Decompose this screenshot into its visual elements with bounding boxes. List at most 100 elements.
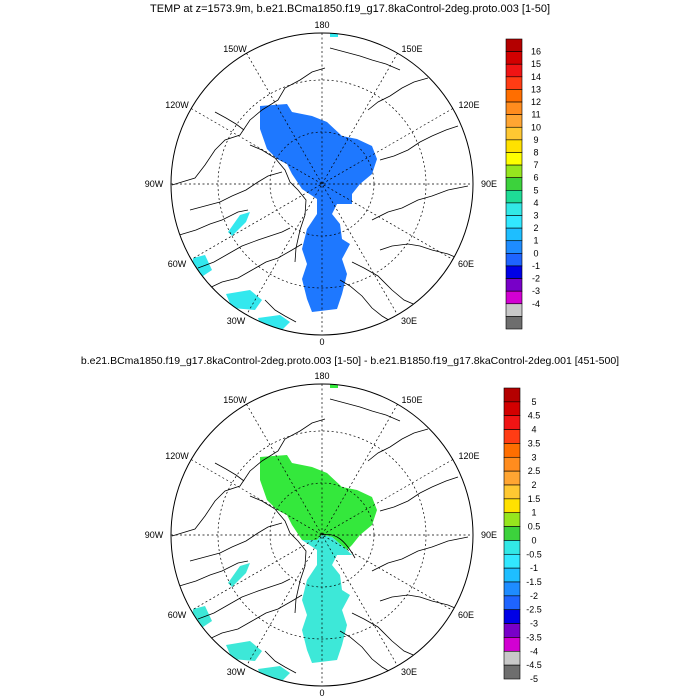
panel-1-lon-label-120w: 120W [165, 100, 189, 110]
panel-2-near-zero-anomaly-region [302, 535, 352, 663]
panel-1-colorbar-label: 8 [533, 147, 538, 157]
panel-1-lon-label-60w: 60W [168, 259, 187, 269]
panel-1-colorbar-box [505, 139, 523, 153]
panel-2-colorbar-label: 1 [531, 508, 536, 518]
panel-1-map: 180 150W 150E 120W 120E 90W 90E 60W 60E … [145, 20, 541, 347]
panel-2-colorbar-label: -1 [530, 563, 538, 573]
panel-1-colorbar-box [505, 126, 523, 141]
panel-2-zero-contour [321, 533, 356, 559]
panel-2-lon-label-30e: 30E [401, 667, 417, 677]
panel-2-colorbar-label: -3 [530, 619, 538, 629]
panel-2-graticule [171, 384, 473, 686]
panel-1-colorbar-box [505, 253, 523, 267]
panel-1-colorbar-box [505, 177, 523, 191]
panel-1-lon-label-180: 180 [314, 20, 329, 30]
panel-2-positive-anomaly-region [260, 455, 377, 550]
panel-1-lon-label-0: 0 [319, 337, 324, 347]
panel-2-colorbar-box [503, 650, 521, 666]
panel-2-coastlines [171, 398, 469, 682]
panel-2-colorbar-label: 5 [531, 397, 536, 407]
panel-1-lon-label-90w: 90W [145, 179, 164, 189]
panel-1-lon-label-30e: 30E [401, 316, 417, 326]
panel-1-colorbar-label: -2 [532, 274, 540, 284]
panel-2-colorbar-box [503, 498, 521, 514]
panel-2-colorbar-label: 4.5 [528, 411, 541, 421]
panel-1-map-boundary [170, 32, 474, 336]
panel-2-colorbar-box [503, 567, 521, 583]
panel-2-colorbar-box [503, 623, 521, 638]
panel-2-lon-label-180: 180 [314, 371, 329, 381]
panel-2-colorbar-label: -4 [530, 646, 538, 656]
panel-2-colorbar-box [503, 429, 521, 444]
panel-2-colorbar-label: -5 [530, 674, 538, 684]
panel-2-lon-label-120e: 120E [458, 451, 479, 461]
panel-1-colorbar-box [505, 278, 523, 292]
panel-1-colorbar-label: -4 [532, 299, 540, 309]
panel-1-colorbar-label: 11 [531, 110, 540, 120]
panel-1-lon-label-120e: 120E [458, 100, 479, 110]
panel-1-colorbar-box [505, 76, 523, 90]
panel-1-colorbar-box [505, 152, 523, 166]
panel-2-colorbar-label: 1.5 [528, 494, 541, 504]
panel-1-colorbar-box [505, 114, 523, 128]
panel-1-colorbar-label: 14 [531, 72, 541, 82]
panel-1-lon-label-90e: 90E [481, 179, 497, 189]
panel-2-colorbar-box [503, 540, 521, 555]
panel-1-colorbar-label: 9 [533, 135, 538, 145]
panel-1-colorbar-label: 7 [533, 160, 538, 170]
panel-2-colorbar-box [503, 387, 521, 403]
panel-2-title: b.e21.BCma1850.f19_g17.8kaControl-2deg.p… [80, 355, 620, 367]
panel-2-colorbar: 5 4.5 4 3.5 3 2.5 2 1.5 1 0.5 0 -0.5 -1 -1.5 -2 -2.5 -3 -… [503, 387, 542, 684]
panel-1-cyan-patch-hudson [228, 212, 250, 236]
panel-1-colorbar-label: 2 [533, 223, 538, 233]
panel-1-coastlines [171, 47, 469, 331]
panel-2-colorbar-label: -3.5 [526, 632, 542, 642]
panel-2-lon-label-150e: 150E [401, 395, 422, 405]
panel-1-colorbar-label: -3 [532, 286, 540, 296]
panel-1-cyan-patch-greenland [226, 290, 262, 310]
panel-2-colorbar-label: 0 [531, 535, 536, 545]
panel-1-colorbar-box [505, 164, 523, 178]
panel-2-cyan-patch-greenland [226, 641, 262, 661]
panel-1-colorbar-label: 6 [533, 173, 538, 183]
panel-1-colorbar-label: 4 [533, 198, 538, 208]
panel-2-lon-label-60w: 60W [168, 610, 187, 620]
panel-2-colorbar-label: -4.5 [526, 660, 542, 670]
panel-2-lon-label-60e: 60E [458, 610, 474, 620]
panel-2-colorbar-label: -2.5 [526, 605, 542, 615]
panel-2-colorbar-label: -1.5 [526, 577, 542, 587]
panel-2-colorbar-box [503, 609, 521, 624]
panel-2-colorbar-label: 2.5 [528, 466, 541, 476]
panel-1-colorbar-box [505, 227, 523, 242]
panel-1-colorbar-label: 0 [533, 248, 538, 258]
panel-2-colorbar-box [503, 595, 521, 611]
panel-1-colorbar-box [505, 101, 523, 115]
panel-1-colorbar-box [505, 89, 523, 103]
panel-2-colorbar-label: -0.5 [526, 549, 542, 559]
panel-2-colorbar-label: 2 [531, 480, 536, 490]
panel-2-green-patch-top [330, 384, 338, 388]
panel-2-cyan-patch-hudson [228, 563, 250, 587]
panel-2-colorbar-label: 3 [531, 452, 536, 462]
panel-1-colorbar-box [505, 265, 523, 279]
panel-1-colorbar-box [505, 215, 523, 229]
panel-1-graticule [171, 33, 473, 335]
panel-1-lon-label-150e: 150E [401, 44, 422, 54]
panel-2-colorbar-label: 3.5 [528, 438, 541, 448]
panel-1-colorbar-label: 5 [533, 185, 538, 195]
panel-1-colorbar-box [505, 303, 523, 317]
panel-1-lon-label-150w: 150W [223, 44, 247, 54]
panel-1-colorbar-box [505, 316, 523, 330]
panel-1-colorbar-label: 13 [531, 84, 541, 94]
panel-2-map-boundary [170, 383, 474, 687]
panel-2-colorbar-box [503, 401, 521, 417]
panel-2-colorbar-box [503, 456, 521, 472]
panel-1-colorbar-box [505, 190, 523, 204]
panel-2-colorbar-label: 4 [531, 425, 536, 435]
panel-1-colorbar-label: 3 [533, 211, 538, 221]
panel-2-colorbar-label: 0.5 [528, 522, 541, 532]
panel-2-colorbar-box [503, 443, 521, 458]
panel-1-colorbar-box [505, 63, 523, 78]
